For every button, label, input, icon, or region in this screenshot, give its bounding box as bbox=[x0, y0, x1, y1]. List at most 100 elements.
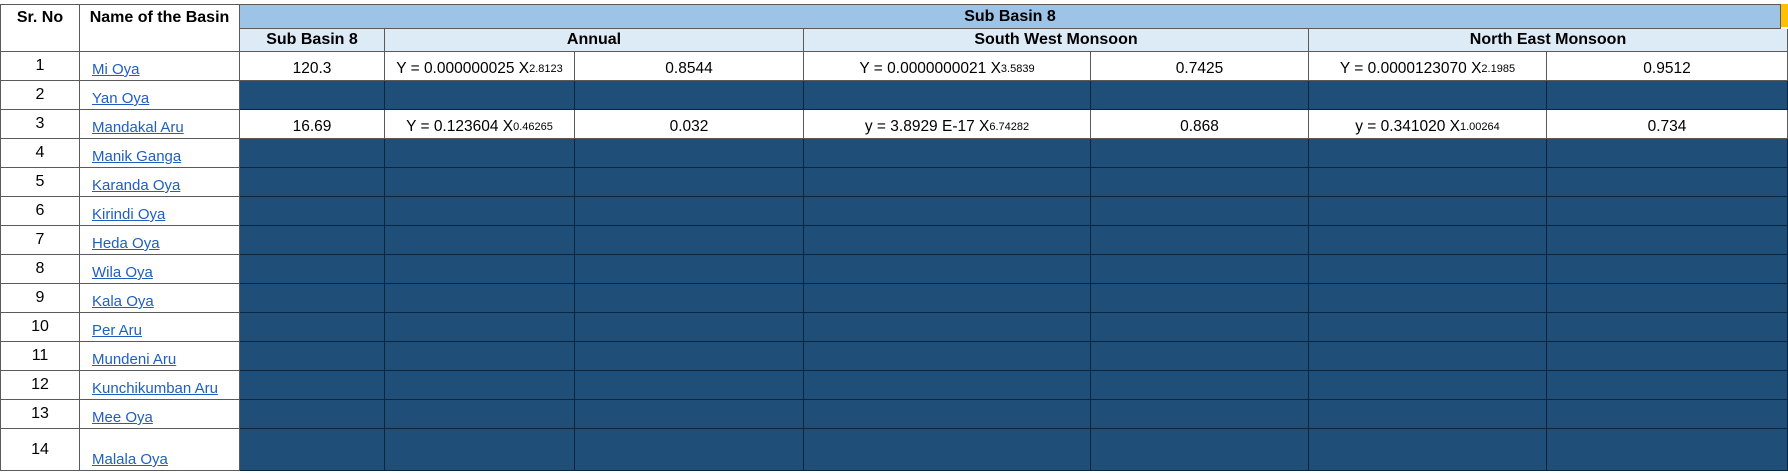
basin-link[interactable]: Kirindi Oya bbox=[92, 206, 166, 223]
empty-data-cell[interactable] bbox=[1091, 342, 1309, 371]
empty-data-cell[interactable] bbox=[1547, 255, 1788, 284]
empty-data-cell[interactable] bbox=[575, 400, 804, 429]
empty-data-cell[interactable] bbox=[1547, 313, 1788, 342]
ann-equation-cell[interactable]: Y = 0.123604 X 0.46265 bbox=[385, 110, 575, 139]
empty-data-cell[interactable] bbox=[575, 168, 804, 197]
basin-name-cell[interactable]: Karanda Oya bbox=[80, 168, 240, 197]
nem-column-header[interactable]: North East Monsoon bbox=[1309, 29, 1788, 52]
ann-r-value-cell[interactable]: 0.8544 bbox=[575, 52, 804, 81]
empty-data-cell[interactable] bbox=[1309, 197, 1547, 226]
empty-data-cell[interactable] bbox=[1309, 255, 1547, 284]
empty-data-cell[interactable] bbox=[385, 342, 575, 371]
swm-column-header[interactable]: South West Monsoon bbox=[804, 29, 1309, 52]
empty-data-cell[interactable] bbox=[804, 400, 1091, 429]
basin-link[interactable]: Mee Oya bbox=[92, 409, 153, 426]
empty-data-cell[interactable] bbox=[1091, 429, 1309, 471]
empty-data-cell[interactable] bbox=[1309, 81, 1547, 110]
empty-data-cell[interactable] bbox=[1547, 400, 1788, 429]
empty-data-cell[interactable] bbox=[804, 197, 1091, 226]
empty-data-cell[interactable] bbox=[575, 226, 804, 255]
basin-link[interactable]: Kala Oya bbox=[92, 293, 154, 310]
empty-data-cell[interactable] bbox=[1547, 429, 1788, 471]
empty-data-cell[interactable] bbox=[1547, 139, 1788, 168]
empty-data-cell[interactable] bbox=[385, 139, 575, 168]
empty-data-cell[interactable] bbox=[240, 255, 385, 284]
empty-data-cell[interactable] bbox=[1547, 197, 1788, 226]
empty-data-cell[interactable] bbox=[240, 371, 385, 400]
sr-no-cell[interactable]: 5 bbox=[0, 168, 80, 197]
empty-data-cell[interactable] bbox=[240, 313, 385, 342]
sub-basin-title-header[interactable]: Sub Basin 8 bbox=[240, 4, 1781, 29]
sr-no-cell[interactable]: 6 bbox=[0, 197, 80, 226]
nem-r-value-cell[interactable]: 0.734 bbox=[1547, 110, 1788, 139]
sr-no-cell[interactable]: 14 bbox=[0, 429, 80, 471]
empty-data-cell[interactable] bbox=[385, 255, 575, 284]
sr-no-cell[interactable]: 12 bbox=[0, 371, 80, 400]
ann-r-value-cell[interactable]: 0.032 bbox=[575, 110, 804, 139]
sr-no-cell[interactable]: 10 bbox=[0, 313, 80, 342]
sr-no-cell[interactable]: 2 bbox=[0, 81, 80, 110]
empty-data-cell[interactable] bbox=[1091, 400, 1309, 429]
sub-basin-value-cell[interactable]: 16.69 bbox=[240, 110, 385, 139]
basin-link[interactable]: Kunchikumban Aru bbox=[92, 380, 218, 397]
sr-no-cell[interactable]: 8 bbox=[0, 255, 80, 284]
empty-data-cell[interactable] bbox=[1309, 400, 1547, 429]
basin-link[interactable]: Karanda Oya bbox=[92, 177, 181, 194]
empty-data-cell[interactable] bbox=[240, 400, 385, 429]
empty-data-cell[interactable] bbox=[1309, 168, 1547, 197]
empty-data-cell[interactable] bbox=[575, 342, 804, 371]
empty-data-cell[interactable] bbox=[1091, 284, 1309, 313]
empty-data-cell[interactable] bbox=[804, 284, 1091, 313]
empty-data-cell[interactable] bbox=[1309, 313, 1547, 342]
empty-data-cell[interactable] bbox=[1309, 342, 1547, 371]
empty-data-cell[interactable] bbox=[1547, 284, 1788, 313]
empty-data-cell[interactable] bbox=[575, 429, 804, 471]
empty-data-cell[interactable] bbox=[1091, 226, 1309, 255]
empty-data-cell[interactable] bbox=[385, 371, 575, 400]
basin-link[interactable]: Mundeni Aru bbox=[92, 351, 177, 368]
basin-link[interactable]: Mandakal Aru bbox=[92, 119, 184, 136]
ann-equation-cell[interactable]: Y = 0.000000025 X 2.8123 bbox=[385, 52, 575, 81]
sr-no-cell[interactable]: 13 bbox=[0, 400, 80, 429]
empty-data-cell[interactable] bbox=[575, 284, 804, 313]
sub-basin-value-cell[interactable]: 120.3 bbox=[240, 52, 385, 81]
empty-data-cell[interactable] bbox=[1309, 226, 1547, 255]
empty-data-cell[interactable] bbox=[804, 139, 1091, 168]
empty-data-cell[interactable] bbox=[385, 284, 575, 313]
basin-name-cell[interactable]: Yan Oya bbox=[80, 81, 240, 110]
basin-name-cell[interactable]: Kala Oya bbox=[80, 284, 240, 313]
empty-data-cell[interactable] bbox=[804, 313, 1091, 342]
empty-data-cell[interactable] bbox=[804, 371, 1091, 400]
empty-data-cell[interactable] bbox=[1547, 168, 1788, 197]
basin-name-cell[interactable]: Kirindi Oya bbox=[80, 197, 240, 226]
basin-name-cell[interactable]: Mundeni Aru bbox=[80, 342, 240, 371]
nem-r-value-cell[interactable]: 0.9512 bbox=[1547, 52, 1788, 81]
empty-data-cell[interactable] bbox=[1547, 342, 1788, 371]
basin-name-cell[interactable]: Mee Oya bbox=[80, 400, 240, 429]
sub-basin-column-header[interactable]: Sub Basin 8 bbox=[240, 29, 385, 52]
empty-data-cell[interactable] bbox=[1091, 371, 1309, 400]
empty-data-cell[interactable] bbox=[804, 226, 1091, 255]
empty-data-cell[interactable] bbox=[575, 81, 804, 110]
empty-data-cell[interactable] bbox=[385, 81, 575, 110]
swm-equation-cell[interactable]: y = 3.8929 E-17 X 6.74282 bbox=[804, 110, 1091, 139]
empty-data-cell[interactable] bbox=[1309, 139, 1547, 168]
empty-data-cell[interactable] bbox=[240, 284, 385, 313]
sr-no-cell[interactable]: 3 bbox=[0, 110, 80, 139]
empty-data-cell[interactable] bbox=[240, 429, 385, 471]
empty-data-cell[interactable] bbox=[240, 168, 385, 197]
empty-data-cell[interactable] bbox=[1309, 284, 1547, 313]
empty-data-cell[interactable] bbox=[575, 371, 804, 400]
empty-data-cell[interactable] bbox=[575, 197, 804, 226]
sr-no-cell[interactable]: 11 bbox=[0, 342, 80, 371]
empty-data-cell[interactable] bbox=[1091, 81, 1309, 110]
basin-link[interactable]: Per Aru bbox=[92, 322, 143, 339]
basin-link[interactable]: Mi Oya bbox=[92, 61, 140, 78]
empty-data-cell[interactable] bbox=[804, 81, 1091, 110]
basin-link[interactable]: Heda Oya bbox=[92, 235, 160, 252]
empty-data-cell[interactable] bbox=[575, 255, 804, 284]
empty-data-cell[interactable] bbox=[1091, 197, 1309, 226]
sr-no-header[interactable]: Sr. No bbox=[0, 4, 80, 52]
empty-data-cell[interactable] bbox=[1547, 226, 1788, 255]
swm-r-value-cell[interactable]: 0.7425 bbox=[1091, 52, 1309, 81]
